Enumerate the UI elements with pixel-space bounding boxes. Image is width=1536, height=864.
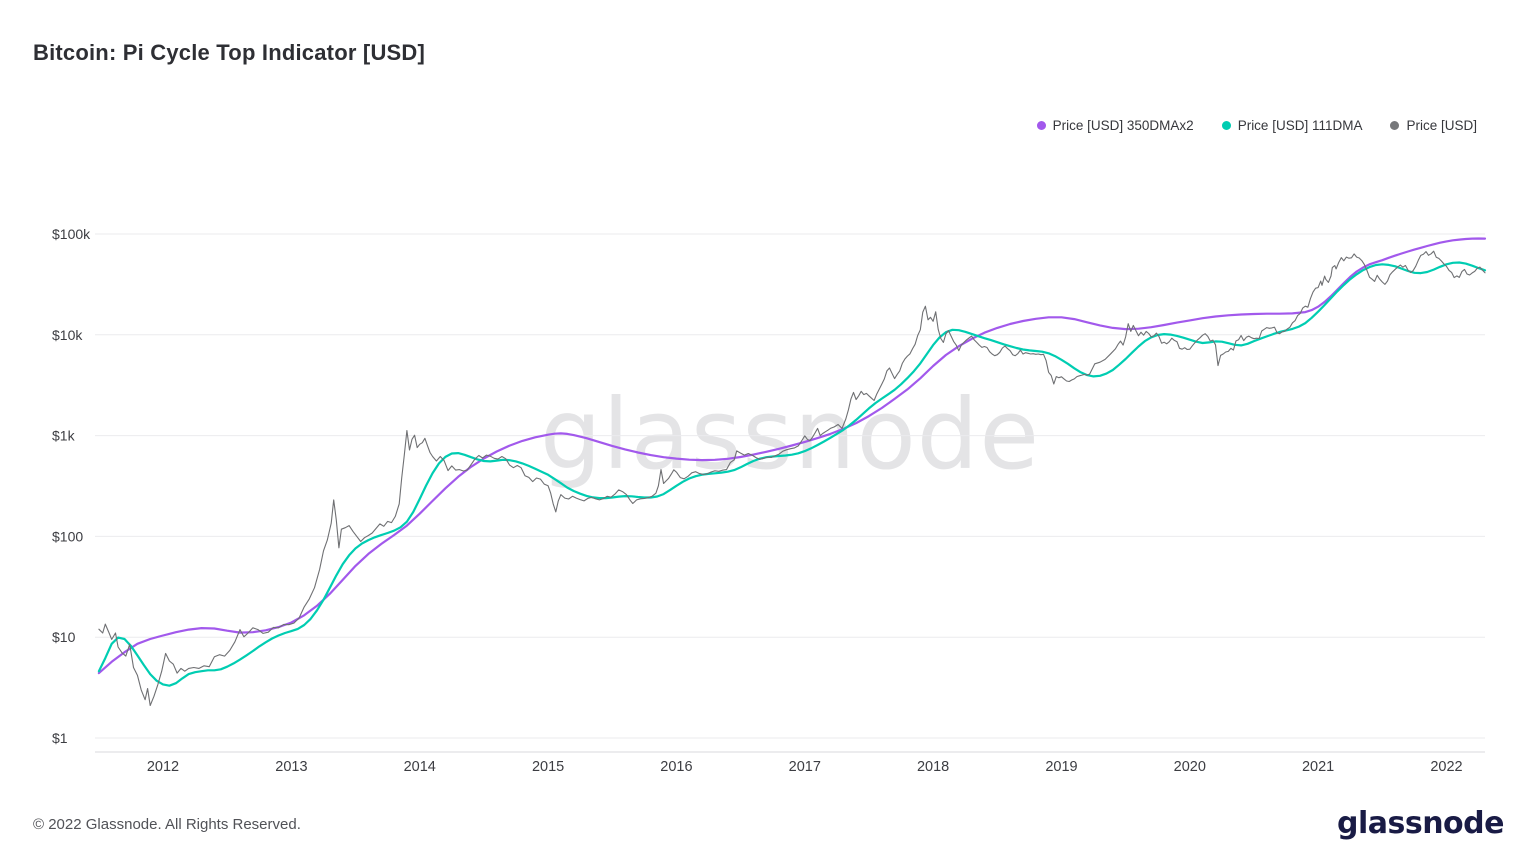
y-axis-label: $1k: [52, 428, 76, 444]
x-axis-label: 2021: [1302, 759, 1334, 775]
x-axis-label: 2020: [1174, 759, 1206, 775]
chart-legend: Price [USD] 350DMAx2 Price [USD] 111DMA …: [1036, 118, 1477, 133]
y-axis-label: $100k: [52, 226, 91, 242]
legend-item-350dmax2[interactable]: Price [USD] 350DMAx2: [1036, 118, 1194, 133]
legend-item-price[interactable]: Price [USD]: [1390, 118, 1477, 133]
glassnode-watermark: glassnode: [539, 378, 1041, 491]
x-axis-label: 2012: [147, 759, 179, 775]
y-axis-label: $1: [52, 730, 68, 746]
series-line-price: [98, 250, 1486, 707]
legend-dot-price-icon: [1390, 121, 1400, 130]
legend-dot-350dmax2-icon: [1036, 121, 1046, 130]
chart-title: Bitcoin: Pi Cycle Top Indicator [USD]: [33, 40, 426, 65]
legend-label-350dmax2: Price [USD] 350DMAx2: [1052, 118, 1194, 133]
legend-label-111dma: Price [USD] 111DMA: [1237, 118, 1363, 133]
y-axis-label: $100: [52, 528, 83, 544]
glassnode-logo[interactable]: glassnode: [1336, 806, 1505, 841]
series-line-111dma: [97, 261, 1487, 687]
series-line-350dmax2: [97, 237, 1487, 675]
x-axis-label: 2017: [789, 759, 821, 775]
x-axis-label: 2015: [532, 759, 564, 775]
y-axis-label: $10: [52, 629, 76, 645]
x-axis-label: 2016: [660, 759, 692, 775]
y-axis-label: $10k: [52, 327, 83, 343]
x-axis-label: 2013: [275, 759, 307, 775]
legend-item-111dma[interactable]: Price [USD] 111DMA: [1221, 118, 1363, 133]
legend-label-price: Price [USD]: [1406, 118, 1477, 133]
x-axis-label: 2022: [1430, 759, 1462, 775]
copyright-text: © 2022 Glassnode. All Rights Reserved.: [33, 816, 301, 833]
x-axis-label: 2018: [917, 759, 949, 775]
x-axis-label: 2019: [1045, 759, 1077, 775]
x-axis-label: 2014: [404, 759, 436, 775]
legend-dot-111dma-icon: [1221, 121, 1231, 130]
